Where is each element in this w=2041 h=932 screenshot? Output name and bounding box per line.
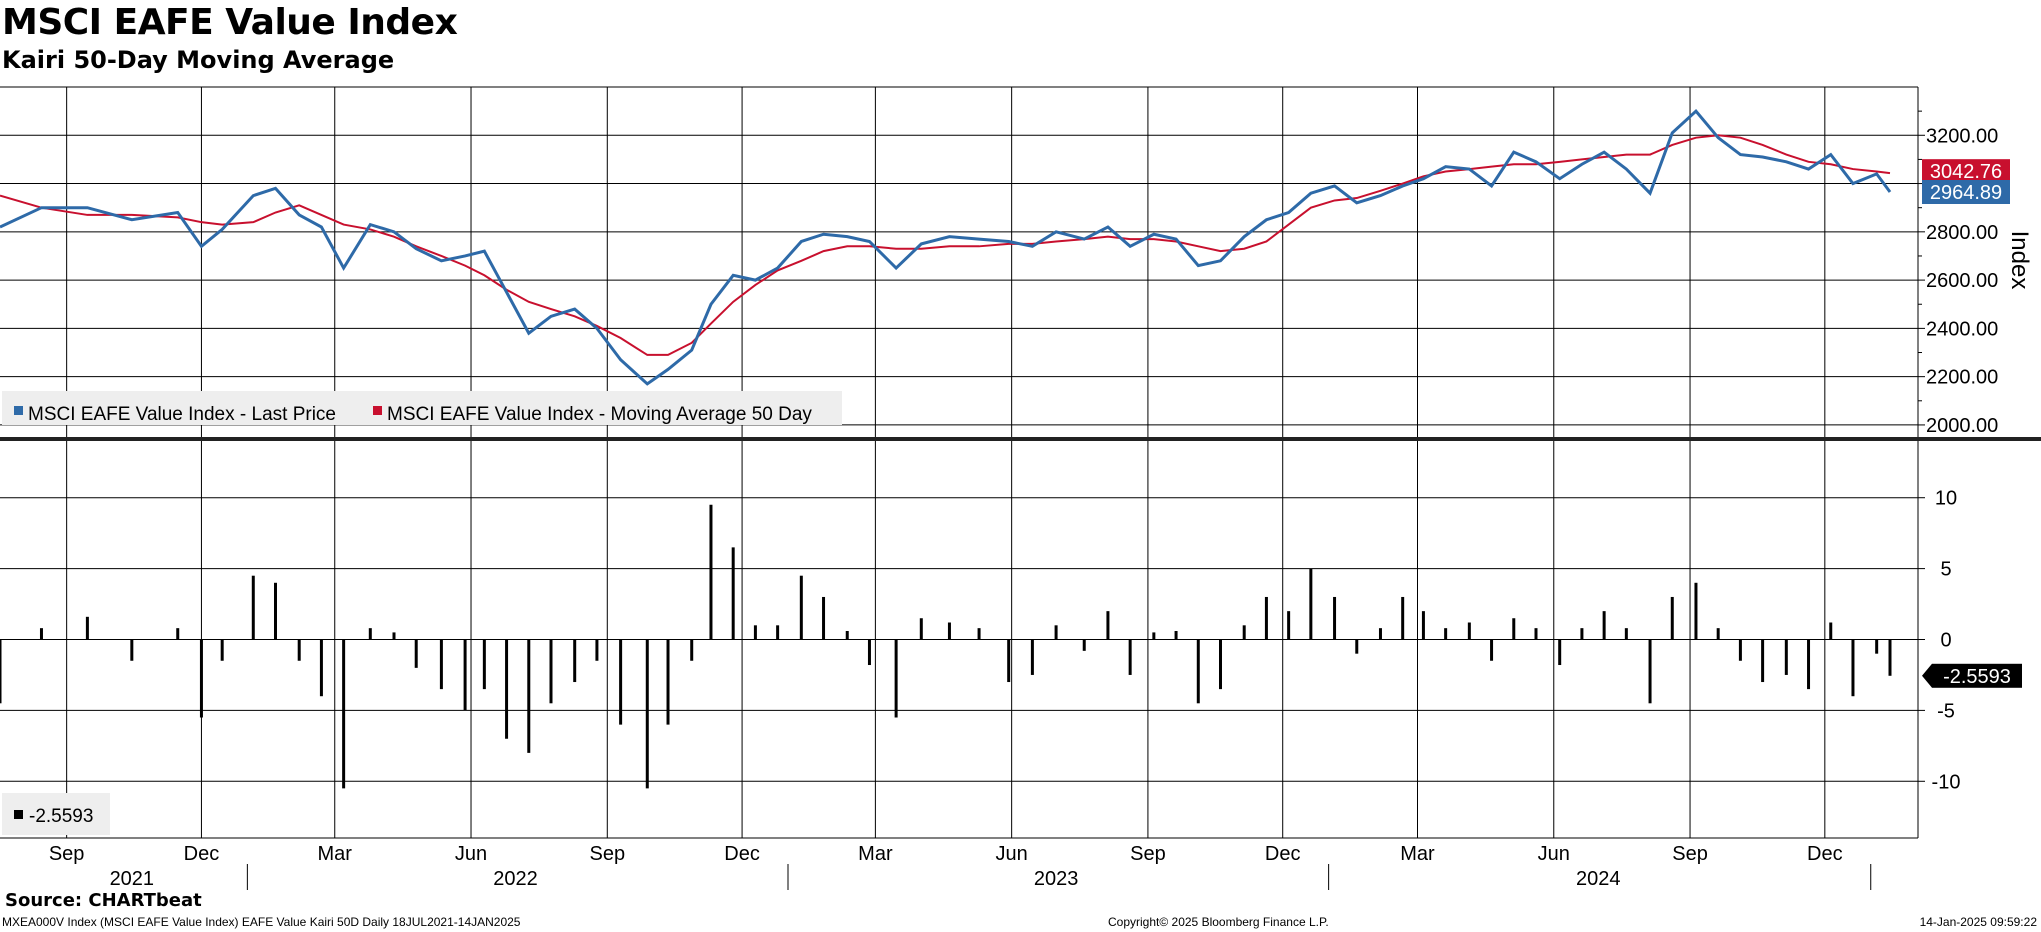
grid [0, 87, 1918, 838]
month-tick-label: Jun [1538, 843, 1570, 865]
ma-50-day-line [0, 134, 1891, 356]
price-last-value-badge [1922, 180, 2010, 204]
price-ytick-label: 3200.00 [1926, 125, 1998, 147]
ma-last-value-badge [1922, 159, 2010, 184]
kairi-ytick-label: 5 [1940, 559, 1951, 581]
month-tick-label: Sep [589, 843, 625, 865]
source-label: Source: CHARTbeat [5, 890, 202, 911]
kairi-legend-label: -2.5593 [29, 806, 93, 827]
ma-last-value: 3042.76 [1930, 161, 2002, 183]
kairi-bars [0, 504, 1892, 789]
footer-description: MXEA000V Index (MSCI EAFE Value Index) E… [2, 915, 521, 929]
month-tick-label: Dec [1265, 843, 1301, 865]
kairi-ytick-label: 10 [1935, 488, 1957, 510]
year-tick-label: 2024 [1576, 868, 1621, 890]
kairi-legend-swatch [14, 810, 23, 819]
last-price-legend-label: MSCI EAFE Value Index - Last Price [28, 404, 336, 425]
price-ytick-label: 2200.00 [1926, 367, 1998, 389]
month-tick-label: Dec [184, 843, 220, 865]
price-legend-box [2, 391, 842, 425]
month-tick-label: Jun [455, 843, 487, 865]
ma-legend-swatch [373, 406, 382, 415]
month-tick-label: Sep [1130, 843, 1166, 865]
month-tick-label: Dec [1807, 843, 1843, 865]
axis-labels: 2000.002200.002400.002600.002800.003000.… [2, 125, 2033, 890]
chart-subtitle: Kairi 50-Day Moving Average [2, 46, 395, 74]
last-price-line [0, 108, 1892, 386]
price-ytick-label: 2800.00 [1926, 222, 1998, 244]
kairi-last-value-badge [1932, 663, 2022, 688]
price-lines [0, 108, 1892, 386]
month-tick-label: Mar [1400, 843, 1435, 865]
kairi-ytick-label: -5 [1937, 700, 1955, 722]
month-tick-label: Jun [996, 843, 1028, 865]
axes [0, 86, 2041, 890]
kairi-ytick-label: 0 [1940, 630, 1951, 652]
kairi-last-value-pointer [1922, 663, 1932, 688]
month-tick-label: Mar [318, 843, 353, 865]
price-ytick-label: 2600.00 [1926, 270, 1998, 292]
chart-title: MSCI EAFE Value Index [2, 2, 458, 43]
year-tick-label: 2021 [110, 868, 155, 890]
price-axis-title: Index [2006, 231, 2033, 290]
last-price-legend-swatch [14, 406, 23, 415]
ma-legend-label: MSCI EAFE Value Index - Moving Average 5… [387, 404, 812, 425]
kairi-ytick-label: -10 [1932, 771, 1961, 793]
month-tick-label: Sep [1672, 843, 1708, 865]
footer-copyright: Copyright© 2025 Bloomberg Finance L.P. [1108, 915, 1329, 929]
price-ytick-label: 2400.00 [1926, 318, 1998, 340]
price-last-value: 2964.89 [1930, 182, 2002, 204]
kairi-last-value: -2.5593 [1943, 666, 2011, 688]
footer-timestamp: 14-Jan-2025 09:59:22 [1919, 915, 2037, 929]
month-tick-label: Dec [724, 843, 760, 865]
month-tick-label: Mar [858, 843, 893, 865]
price-ytick-label: 2000.00 [1926, 415, 1998, 437]
year-tick-label: 2023 [1034, 868, 1079, 890]
month-tick-label: Sep [49, 843, 85, 865]
year-tick-label: 2022 [493, 868, 538, 890]
